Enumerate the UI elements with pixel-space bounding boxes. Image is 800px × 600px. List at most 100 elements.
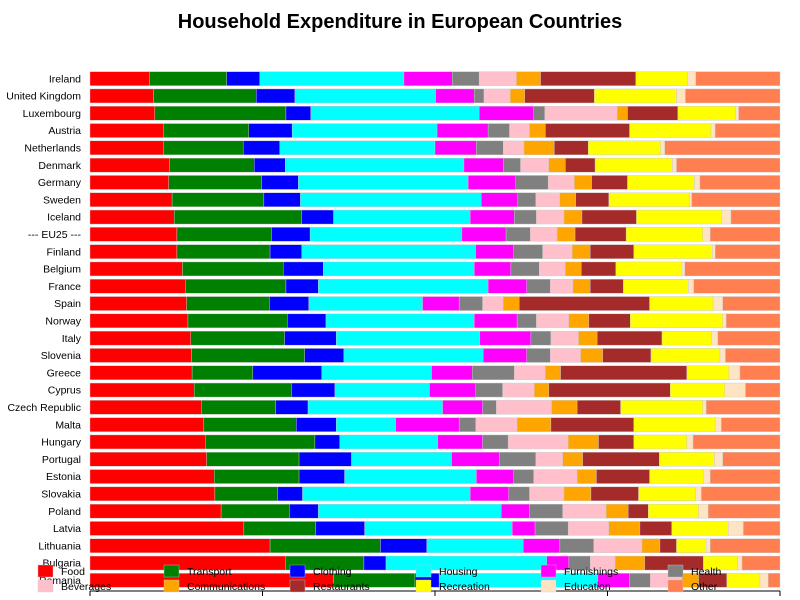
bar-lithuania-furnishings [523,538,561,553]
country-label: Slovenia [41,350,81,362]
bar-latvia-other [743,521,781,536]
bar-ireland-food [89,71,150,86]
bar-italy-furnishings [479,330,532,346]
country-label: Spain [54,298,81,310]
bar-portugal-other [722,452,781,467]
bar-greece-education [728,365,741,380]
bar-finland-furnishings [475,244,514,259]
bar-slovenia-health [526,348,551,363]
bar-czech-republic-food [89,400,202,415]
chart-title: Household Expenditure in European Countr… [178,11,622,33]
bar-malta-transport [203,417,297,432]
bar-norway-other [725,313,781,329]
bar-finland-education [712,244,716,259]
bar-ireland-furnishings [403,71,453,86]
bar-denmark-clothing [254,157,286,173]
bar-belgium-housing [323,261,475,277]
legend-label-health: Health [691,566,722,578]
bar-slovenia-other [725,348,781,363]
bar-netherlands-transport [163,140,244,156]
bar-slovenia-recreation [650,348,721,363]
bar-greece-communications [545,365,561,380]
bar-austria-other [714,123,781,138]
bar-eu25-communications [556,227,576,242]
legend: Food Beverages Transport Communications Clot… [37,564,722,593]
bar-eu25-clothing [271,227,311,242]
bar-netherlands-restaurants [554,140,589,156]
bar-norway-health [516,313,537,329]
bar-latvia-education [728,521,744,536]
bar-luxembourg-recreation [677,106,737,121]
bar-austria-food [89,123,165,138]
bar-slovenia-restaurants [602,348,652,363]
bar-norway-communications [568,313,590,329]
bar-united-kingdom-beverages [483,88,511,104]
bar-estonia-restaurants [596,469,650,484]
bar-eu25-recreation [625,227,703,242]
bar-denmark-transport [169,157,255,173]
bar-malta-other [721,417,781,432]
bar-latvia-clothing [315,521,365,536]
country-label: Norway [45,315,81,327]
bar-greece-food [89,365,193,380]
bar-malta-food [89,417,205,432]
bar-hungary-transport [205,434,316,450]
bar-cyprus-furnishings [429,382,476,398]
bar-austria-furnishings [436,123,489,138]
bar-romania-education [759,573,769,588]
bar-lithuania-health [559,538,594,553]
country-label: Slovakia [41,488,81,500]
bar-spain-transport [186,296,270,311]
bar-hungary-housing [339,434,438,450]
bar-portugal-housing [351,452,452,467]
bar-czech-republic-beverages [496,400,552,415]
bar-austria-restaurants [545,123,630,138]
bar-sweden-recreation [608,192,690,207]
bar-hungary-furnishings [437,434,483,450]
bar-bulgaria-education [737,555,743,571]
bar-germany-education [694,175,701,190]
bar-luxembourg-health [533,106,545,121]
bar-estonia-beverages [533,469,578,484]
bar-cyprus-housing [334,382,430,398]
bar-iceland-recreation [636,209,722,225]
bar-france-recreation [623,279,689,294]
country-label: Poland [48,506,81,518]
bar-malta-furnishings [395,417,460,432]
bar-slovenia-transport [191,348,305,363]
bar-italy-food [89,330,191,346]
bar-united-kingdom-furnishings [435,88,475,104]
bar-italy-restaurants [596,330,663,346]
bar-ireland-transport [149,71,227,86]
legend-swatch-transport [163,564,180,578]
bar-eu25-transport [176,227,272,242]
bar-estonia-food [89,469,215,484]
bar-latvia-communications [608,521,641,536]
bar-italy-beverages [550,330,579,346]
bar-italy-health [530,330,552,346]
bar-bulgaria-clothing [363,555,387,571]
country-label: Ireland [49,73,81,85]
bar-germany-housing [298,175,469,190]
bar-norway-transport [187,313,288,329]
bar-romania-other [768,573,781,588]
bar-austria-housing [291,123,438,138]
bar-slovakia-furnishings [469,486,510,502]
bar-spain-recreation [649,296,714,311]
bar-latvia-housing [364,521,513,536]
legend-swatch-beverages [37,579,54,593]
bar-estonia-other [710,469,781,484]
bar-cyprus-recreation [670,382,725,398]
legend-label-clothing: Clothing [313,566,352,578]
bar-spain-education [712,296,723,311]
bar-hungary-clothing [314,434,340,450]
bar-denmark-education [672,157,677,173]
bar-spain-food [89,296,187,311]
bar-lithuania-education [705,538,711,553]
bar-belgium-health [510,261,540,277]
bar-area [89,71,781,588]
bar-united-kingdom-recreation [594,88,677,104]
bar-cyprus-education [724,382,746,398]
bar-ireland-health [452,71,480,86]
bar-france-communications [572,279,591,294]
